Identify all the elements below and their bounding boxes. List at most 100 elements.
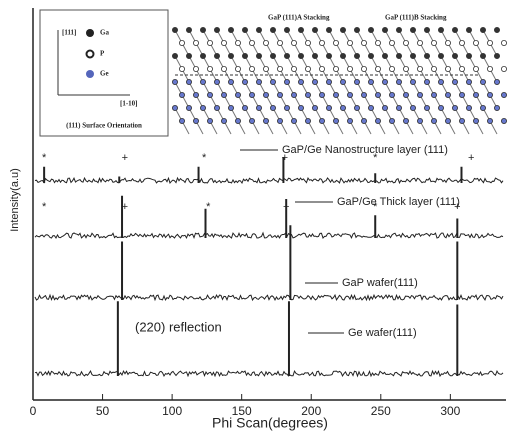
atom [326, 27, 331, 32]
atom [221, 40, 226, 45]
atom [249, 66, 254, 71]
atom [375, 66, 380, 71]
page: {"chart_data": {"type": "phi-scan", "x_l… [0, 0, 510, 434]
atom [298, 53, 303, 58]
atom [312, 53, 317, 58]
baseline-noise [35, 371, 503, 376]
atom [214, 105, 219, 110]
atom [270, 79, 275, 84]
atom [438, 105, 443, 110]
atom [487, 92, 492, 97]
atom [207, 40, 212, 45]
atom [221, 66, 226, 71]
atom [487, 66, 492, 71]
x-tick-label: 250 [371, 404, 391, 418]
atom [382, 27, 387, 32]
atom [291, 66, 296, 71]
atom [207, 118, 212, 123]
atom [263, 118, 268, 123]
atom [417, 118, 422, 123]
atom [473, 66, 478, 71]
atom [410, 105, 415, 110]
atom [361, 40, 366, 45]
atom [193, 66, 198, 71]
atom [431, 92, 436, 97]
atom [200, 53, 205, 58]
atom [228, 53, 233, 58]
atom [207, 66, 212, 71]
atom [494, 105, 499, 110]
atom [424, 27, 429, 32]
atom [431, 66, 436, 71]
atom [319, 40, 324, 45]
atom [172, 53, 177, 58]
atom [340, 79, 345, 84]
series-label: Ge wafer(111) [348, 327, 417, 339]
atom [403, 92, 408, 97]
atom [172, 79, 177, 84]
atom [235, 66, 240, 71]
atom [347, 118, 352, 123]
atom [396, 79, 401, 84]
atom [333, 40, 338, 45]
atom [347, 40, 352, 45]
atom [452, 53, 457, 58]
atom [389, 66, 394, 71]
atom [466, 27, 471, 32]
atom [249, 40, 254, 45]
atom [305, 40, 310, 45]
atom [354, 105, 359, 110]
atom [193, 40, 198, 45]
atom [396, 53, 401, 58]
atom [438, 27, 443, 32]
atom [459, 118, 464, 123]
x-tick-label: 50 [96, 404, 110, 418]
x-tick-label: 150 [232, 404, 252, 418]
atom [340, 53, 345, 58]
atom [375, 40, 380, 45]
x-tick-label: 200 [301, 404, 321, 418]
atom [347, 66, 352, 71]
atom [200, 105, 205, 110]
atom [172, 105, 177, 110]
atom [228, 105, 233, 110]
atom [501, 92, 506, 97]
atom [340, 27, 345, 32]
atom [193, 92, 198, 97]
atom [305, 66, 310, 71]
atom [431, 40, 436, 45]
atom [410, 27, 415, 32]
atom [396, 105, 401, 110]
atom [354, 79, 359, 84]
atom [466, 53, 471, 58]
atom [445, 66, 450, 71]
atom [368, 105, 373, 110]
atom [424, 53, 429, 58]
atom [228, 27, 233, 32]
atom [256, 27, 261, 32]
atom [242, 27, 247, 32]
atom [501, 66, 506, 71]
atom [417, 92, 422, 97]
atom [312, 79, 317, 84]
atom [249, 92, 254, 97]
atom [172, 27, 177, 32]
atom [417, 40, 422, 45]
atom [214, 27, 219, 32]
atom [445, 92, 450, 97]
atom [340, 105, 345, 110]
atom [263, 40, 268, 45]
atom [466, 105, 471, 110]
series-label: GaP/Ge Thick layer (111) [337, 196, 460, 208]
annotation: (220) reflection [135, 319, 222, 334]
atom [326, 79, 331, 84]
atom [445, 40, 450, 45]
atom [333, 92, 338, 97]
stacking-label: GaP (111)A Stacking [268, 14, 330, 22]
atom [375, 92, 380, 97]
atom [473, 92, 478, 97]
atom [333, 118, 338, 123]
atom [501, 118, 506, 123]
legend-dot [86, 70, 94, 78]
atom [403, 40, 408, 45]
